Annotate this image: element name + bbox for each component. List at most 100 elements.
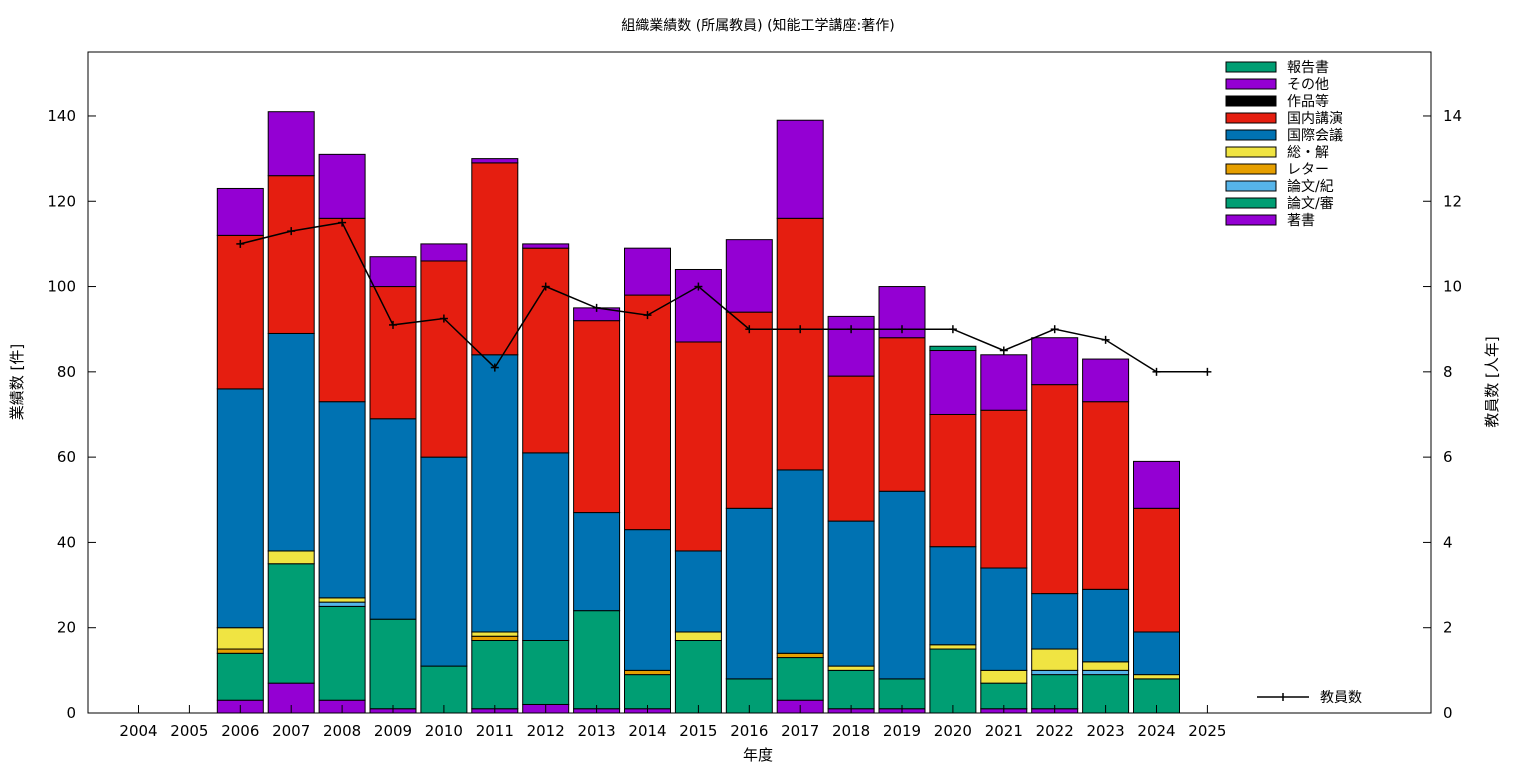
x-tick-label-2004: 2004	[119, 722, 157, 740]
bar-2007-series-8	[267, 111, 315, 177]
bar-2014-series-3	[624, 669, 671, 676]
bar-2017-series-3	[776, 652, 824, 659]
legend-label-7: 論文/紀	[1287, 179, 1334, 195]
x-tick-label-2019: 2019	[883, 722, 921, 740]
legend-swatch-5	[1225, 146, 1277, 158]
y-tick-label-0: 0	[66, 704, 76, 722]
y-tick-label-40: 40	[57, 533, 76, 551]
legend-label-6: レター	[1287, 162, 1329, 178]
bar-2014-series-6	[624, 294, 671, 531]
legend-label-4: 国際会議	[1287, 127, 1343, 144]
bar-2020-series-9	[929, 345, 977, 352]
bar-2008-series-1	[318, 605, 366, 701]
legend-label-5: 総・解	[1287, 145, 1329, 161]
bar-2007-series-6	[267, 175, 315, 334]
x-tick-label-2015: 2015	[679, 722, 717, 740]
legend-swatch-7	[1225, 180, 1277, 192]
bar-2023-series-2	[1082, 669, 1130, 676]
bar-2006-series-3	[216, 648, 264, 654]
bar-2022-series-6	[1031, 384, 1079, 595]
bar-2017-series-1	[776, 657, 824, 701]
bar-2008-series-8	[318, 153, 366, 219]
bar-2016-series-6	[725, 311, 773, 509]
legend-line-label: 教員数	[1320, 690, 1362, 706]
legend-swatch-0	[1225, 61, 1277, 73]
x-tick-label-2008: 2008	[323, 722, 361, 740]
ticks: 0 20 40 60 80 100 120 140 0 2 4 6 8 10 12 14 2004 2005 200…	[47, 107, 1462, 740]
bar-2021-series-1	[980, 682, 1028, 710]
bar-2013-series-1	[573, 610, 621, 710]
x-tick-label-2022: 2022	[1036, 722, 1074, 740]
bar-2021-series-5	[980, 567, 1028, 671]
bar-2010-series-5	[420, 456, 468, 667]
legend-label-2: 作品等	[1287, 93, 1329, 110]
bar-2023-series-5	[1082, 588, 1130, 663]
bars	[216, 111, 1180, 714]
x-tick-label-2009: 2009	[374, 722, 412, 740]
teacher-point-2022	[1050, 325, 1059, 334]
bar-2015-series-1	[674, 640, 722, 714]
teacher-point-2017	[796, 325, 805, 334]
legend-swatch-6	[1225, 163, 1277, 175]
y-tick-label-120: 120	[47, 192, 76, 210]
bar-2022-series-2	[1031, 669, 1079, 676]
x-tick-label-2005: 2005	[170, 722, 208, 740]
legend-swatch-8	[1225, 197, 1277, 209]
bar-2006-series-1	[216, 652, 264, 701]
bar-2022-series-5	[1031, 593, 1079, 650]
bar-2018-series-1	[827, 669, 875, 710]
teacher-line-path	[240, 221, 1208, 373]
bar-2011-series-5	[471, 354, 519, 633]
bar-2014-series-5	[624, 529, 671, 671]
bar-2011-series-4	[471, 631, 519, 637]
bar-2019-series-6	[878, 337, 926, 492]
teacher-point-2023	[1101, 335, 1110, 344]
bar-2012-series-1	[522, 640, 570, 705]
teacher-line	[236, 218, 1212, 376]
bar-2016-series-5	[725, 507, 773, 680]
x-tick-label-2012: 2012	[527, 722, 565, 740]
bar-2015-series-8	[674, 268, 722, 343]
bar-2024-series-8	[1133, 460, 1180, 509]
x-tick-label-2018: 2018	[832, 722, 870, 740]
chart-title: 組織業績数 (所属教員) (知能工学講座:著作)	[621, 17, 894, 34]
bar-2008-series-2	[318, 601, 366, 607]
bar-2015-series-5	[674, 550, 722, 633]
teacher-point-2014	[643, 311, 652, 320]
bar-2022-series-4	[1031, 648, 1079, 671]
bar-2023-series-6	[1082, 401, 1130, 590]
teacher-point-2021	[999, 346, 1008, 355]
legend-swatch-2	[1225, 95, 1277, 107]
bar-2009-series-8	[369, 256, 417, 288]
y-axis-label: 業績数 [件]	[8, 344, 26, 420]
y2-tick-label-10: 10	[1443, 278, 1462, 296]
bar-2006-series-6	[216, 234, 264, 390]
legend-label-9: 著書	[1287, 213, 1315, 229]
bar-2017-series-6	[776, 217, 824, 471]
bar-2010-series-8	[420, 243, 468, 262]
bar-2023-series-8	[1082, 358, 1130, 403]
bar-2017-series-8	[776, 119, 824, 219]
bar-2009-series-6	[369, 286, 417, 420]
bar-2022-series-8	[1031, 337, 1079, 386]
bar-2009-series-5	[369, 418, 417, 620]
y2-tick-label-8: 8	[1443, 363, 1453, 381]
bar-2007-series-1	[267, 563, 315, 684]
bar-2019-series-1	[878, 678, 926, 710]
bar-2021-series-8	[980, 354, 1028, 411]
bar-2008-series-4	[318, 597, 366, 603]
bar-2011-series-6	[471, 162, 519, 356]
bar-2008-series-6	[318, 217, 366, 403]
y2-tick-label-2: 2	[1443, 619, 1453, 637]
teacher-point-2016	[745, 325, 754, 334]
bar-2008-series-5	[318, 401, 366, 599]
y2-tick-label-6: 6	[1443, 448, 1453, 466]
legend-swatch-9	[1225, 214, 1277, 226]
bar-2022-series-1	[1031, 674, 1079, 710]
y2-tick-label-4: 4	[1443, 533, 1453, 551]
teacher-point-2024	[1152, 367, 1161, 376]
bar-2010-series-6	[420, 260, 468, 458]
y2-tick-label-12: 12	[1443, 192, 1462, 210]
bar-2020-series-1	[929, 648, 977, 714]
